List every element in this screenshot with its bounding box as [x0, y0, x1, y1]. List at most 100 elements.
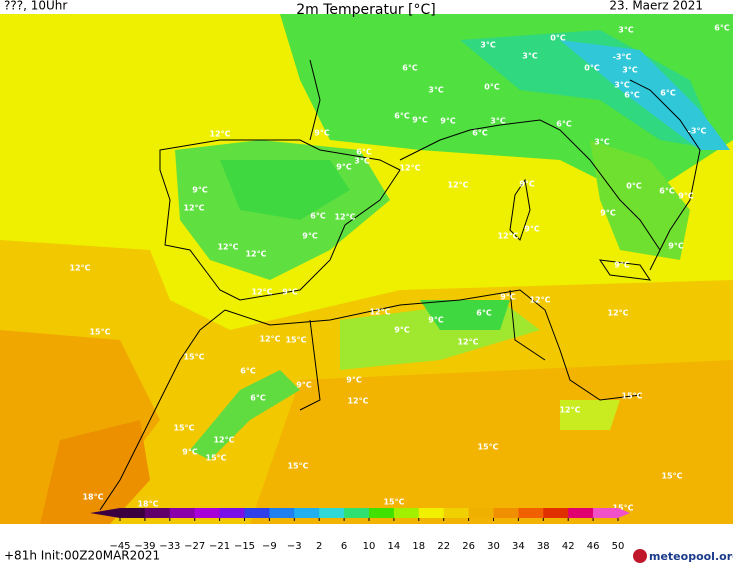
colorbar-segment	[543, 508, 569, 518]
temp-label: 9°C	[440, 117, 456, 126]
temp-label: 3°C	[490, 117, 506, 126]
temp-label: 0°C	[484, 83, 500, 92]
temp-label: 15°C	[612, 504, 633, 513]
header-title: 2m Temperatur [°C]	[296, 2, 436, 18]
colorbar-segment	[418, 508, 445, 518]
colorbar-segment	[294, 508, 320, 518]
temp-label: 9°C	[614, 261, 630, 270]
temp-label: 6°C	[472, 129, 488, 138]
temp-label: 6°C	[476, 309, 492, 318]
temp-label: 9°C	[302, 232, 318, 241]
temp-label: 12°C	[447, 181, 468, 190]
temp-label: 15°C	[287, 462, 308, 471]
temp-label: 0°C	[550, 34, 566, 43]
temp-label: 15°C	[621, 392, 642, 401]
temp-label: 6°C	[250, 394, 266, 403]
temp-label: 9°C	[600, 209, 616, 218]
temp-label: 12°C	[559, 406, 580, 415]
temp-label: 15°C	[661, 472, 682, 481]
colorbar-segment	[493, 508, 519, 518]
colorbar-label: −9	[262, 541, 277, 552]
temp-label: 6°C	[310, 212, 326, 221]
temp-label: 9°C	[428, 316, 444, 325]
colorbar-label: 50	[612, 541, 625, 552]
temp-label: 3°C	[594, 138, 610, 147]
colorbar-label: −21	[209, 541, 230, 552]
temp-label: 9°C	[394, 326, 410, 335]
temp-label: 6°C	[402, 64, 418, 73]
colorbar-label: 18	[412, 541, 425, 552]
temp-label: 15°C	[183, 353, 204, 362]
temp-label: 12°C	[259, 335, 280, 344]
temp-label: 15°C	[205, 454, 226, 463]
temp-label: 6°C	[240, 367, 256, 376]
temp-label: 9°C	[668, 242, 684, 251]
temp-label: 9°C	[182, 448, 198, 457]
temp-label: 9°C	[678, 192, 694, 201]
temp-label: 12°C	[334, 213, 355, 222]
colorbar: −45 −39 −33 −27 −21 −15 −9 −3 2 6 10 14 18 22 26 30 34 38…	[90, 508, 630, 552]
colorbar-segment	[319, 508, 345, 518]
temp-label: 15°C	[89, 328, 110, 337]
colorbar-segment	[219, 508, 245, 518]
temp-label: 18°C	[137, 500, 158, 509]
temp-label: 9°C	[314, 129, 330, 138]
temp-label: 12°C	[497, 232, 518, 241]
temp-label: 9°C	[500, 293, 516, 302]
temp-label: 3°C	[614, 81, 630, 90]
colorbar-segment	[269, 508, 295, 518]
colorbar-segment	[244, 508, 270, 518]
colorbar-segment	[344, 508, 370, 518]
temp-label: 9°C	[192, 186, 208, 195]
temp-label: 9°C	[282, 288, 298, 297]
colorbar-segment	[393, 508, 420, 518]
temp-label: 3°C	[428, 86, 444, 95]
colorbar-label: −33	[159, 541, 180, 552]
colorbar-segment	[169, 508, 196, 518]
colorbar-segment	[120, 508, 146, 518]
header-left: ???, 10Uhr	[4, 0, 67, 13]
temp-label: -3°C	[613, 53, 632, 62]
colorbar-label: 2	[316, 541, 322, 552]
temp-label: 6°C	[624, 91, 640, 100]
colorbar-label: −45	[109, 541, 130, 552]
colorbar-label: 30	[487, 541, 500, 552]
temp-label: 12°C	[69, 264, 90, 273]
temp-label: 15°C	[383, 498, 404, 507]
colorbar-label: 10	[363, 541, 376, 552]
colorbar-label: 14	[388, 541, 401, 552]
temp-label: 12°C	[183, 204, 204, 213]
temp-label: -3°C	[688, 127, 707, 136]
temp-label: 15°C	[285, 336, 306, 345]
temp-label: 12°C	[245, 250, 266, 259]
colorbar-label: 46	[587, 541, 600, 552]
temp-label: 3°C	[618, 26, 634, 35]
temp-label: 18°C	[82, 493, 103, 502]
colorbar-segment	[468, 508, 494, 518]
colorbar-label: 34	[512, 541, 525, 552]
temp-label: 6°C	[556, 120, 572, 129]
colorbar-label: −3	[287, 541, 302, 552]
colorbar-segment	[593, 508, 619, 518]
temp-label: 3°C	[522, 52, 538, 61]
temp-label: 0°C	[626, 182, 642, 191]
brand: meteopool.org	[649, 550, 733, 563]
temp-label: 6°C	[714, 24, 730, 33]
temp-label: 6°C	[660, 89, 676, 98]
temp-label: 3°C	[354, 157, 370, 166]
brand-logo	[633, 549, 647, 563]
temp-label: 6°C	[394, 112, 410, 121]
map	[0, 14, 733, 524]
colorbar-end	[618, 508, 630, 518]
temp-label: 12°C	[209, 130, 230, 139]
colorbar-segment	[369, 508, 395, 518]
colorbar-end	[90, 508, 120, 518]
temp-label: 9°C	[346, 376, 362, 385]
colorbar-label: −27	[184, 541, 205, 552]
colorbar-segment	[568, 508, 594, 518]
temp-label: 9°C	[412, 116, 428, 125]
colorbar-label: 26	[462, 541, 475, 552]
colorbar-label: 6	[341, 541, 347, 552]
temp-label: 9°C	[524, 225, 540, 234]
